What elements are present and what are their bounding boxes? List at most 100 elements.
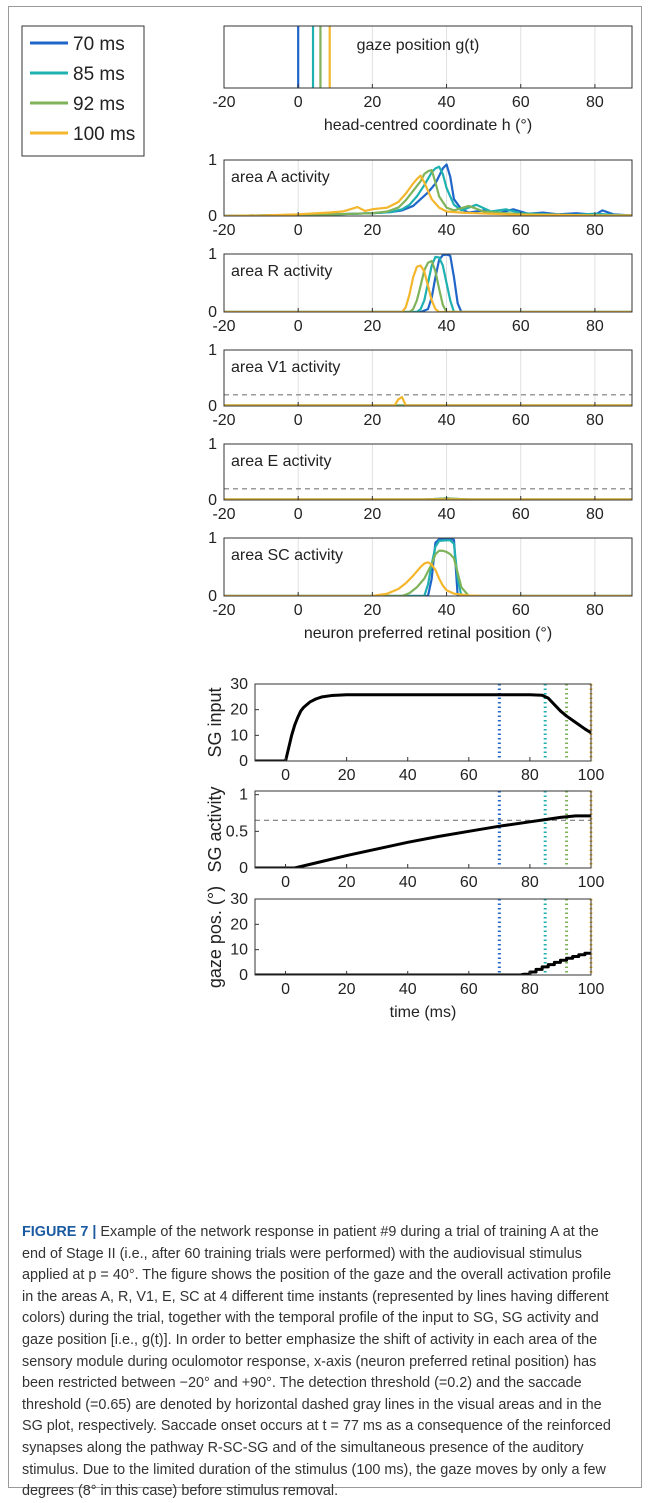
plot-area xyxy=(224,26,632,88)
series-line xyxy=(255,814,591,868)
legend-label: 92 ms xyxy=(73,94,125,115)
y-tick-label: 0 xyxy=(239,860,248,877)
x-tick-label: 80 xyxy=(521,874,539,891)
y-tick-label: 0 xyxy=(208,588,217,605)
panel-gaze: -20 0 20 40 60 80 gaze position g(t) head-centr… xyxy=(212,25,633,134)
x-tick-label: 0 xyxy=(294,506,303,523)
x-tick-label: 40 xyxy=(438,222,456,239)
y-tick-label: 0 xyxy=(208,208,217,225)
axes-frame xyxy=(223,349,633,407)
x-tick-label: 20 xyxy=(363,412,381,429)
legend-label: 100 ms xyxy=(73,124,135,145)
axes-frame xyxy=(254,898,592,976)
x-tick-label: 40 xyxy=(399,981,417,998)
y-tick-label: 10 xyxy=(230,727,248,744)
x-tick-label: 80 xyxy=(521,981,539,998)
axes-frame xyxy=(254,683,592,762)
panel-title: area E activity xyxy=(231,453,331,470)
x-tick-label: 20 xyxy=(363,222,381,239)
panel-gazePos: 0 20 40 60 80 100 0 10 20 30 time (ms) gaze pos. (°… xyxy=(205,886,604,1021)
y-tick-label: 0 xyxy=(208,398,217,415)
x-tick-label: 80 xyxy=(521,767,539,784)
x-tick-label: 20 xyxy=(338,874,356,891)
axes-frame xyxy=(223,253,633,313)
x-tick-label: -20 xyxy=(212,506,235,523)
y-tick-label: 0 xyxy=(208,492,217,509)
x-tick-label: 20 xyxy=(338,767,356,784)
x-axis-label: time (ms) xyxy=(390,1004,457,1021)
axes-frame xyxy=(223,159,633,217)
x-tick-label: -20 xyxy=(212,318,235,335)
x-tick-label: -20 xyxy=(212,412,235,429)
plot-area xyxy=(224,350,632,406)
y-tick-label: 1 xyxy=(239,787,248,804)
panel-title: gaze position g(t) xyxy=(357,37,480,54)
y-tick-label: 1 xyxy=(208,436,217,453)
x-tick-label: 0 xyxy=(281,874,290,891)
x-tick-label: 60 xyxy=(460,767,478,784)
y-tick-label: 1 xyxy=(208,342,217,359)
plot-area xyxy=(224,444,632,500)
x-tick-label: 40 xyxy=(438,506,456,523)
x-tick-label: -20 xyxy=(212,222,235,239)
legend: 70 ms 85 ms 92 ms 100 ms xyxy=(21,25,145,157)
series-line xyxy=(224,549,632,596)
y-tick-label: 0 xyxy=(239,753,248,770)
x-tick-label: 20 xyxy=(363,506,381,523)
x-tick-label: 0 xyxy=(294,222,303,239)
x-tick-label: 60 xyxy=(512,94,530,111)
x-tick-label: 100 xyxy=(578,874,605,891)
x-tick-label: 80 xyxy=(586,506,604,523)
x-tick-label: 60 xyxy=(512,318,530,335)
y-tick-label: 1 xyxy=(208,530,217,547)
y-tick-label: 10 xyxy=(230,942,248,959)
axes-frame xyxy=(254,790,592,869)
x-tick-label: -20 xyxy=(212,602,235,619)
series-line xyxy=(224,259,632,312)
x-tick-label: 80 xyxy=(586,602,604,619)
x-tick-label: 40 xyxy=(438,318,456,335)
y-tick-label: 0.5 xyxy=(226,823,248,840)
x-tick-label: 100 xyxy=(578,981,605,998)
x-tick-label: 0 xyxy=(294,94,303,111)
legend-label: 85 ms xyxy=(73,64,125,85)
plot-area xyxy=(255,684,591,761)
x-tick-label: 0 xyxy=(294,602,303,619)
panel-sgInput: 0 20 40 60 80 100 0 10 20 30 SG input xyxy=(205,676,604,784)
panel-title: area V1 activity xyxy=(231,359,340,376)
series-line xyxy=(224,255,632,312)
x-tick-label: 20 xyxy=(363,94,381,111)
x-tick-label: 60 xyxy=(460,981,478,998)
x-tick-label: 40 xyxy=(438,94,456,111)
y-tick-label: 20 xyxy=(230,916,248,933)
series-line xyxy=(224,254,632,312)
x-tick-label: 60 xyxy=(512,412,530,429)
panel-title: area SC activity xyxy=(231,547,343,564)
y-tick-label: 1 xyxy=(208,152,217,169)
x-tick-label: 20 xyxy=(363,602,381,619)
axes-frame xyxy=(223,443,633,501)
x-tick-label: 40 xyxy=(438,412,456,429)
x-tick-label: 0 xyxy=(294,318,303,335)
x-tick-label: 80 xyxy=(586,222,604,239)
x-tick-label: 60 xyxy=(512,602,530,619)
series-line xyxy=(224,395,632,406)
x-tick-label: 80 xyxy=(586,94,604,111)
series-line xyxy=(224,174,632,216)
series-line xyxy=(255,693,591,761)
plot-area xyxy=(255,899,591,975)
x-tick-label: 100 xyxy=(578,767,605,784)
x-axis-label: head-centred coordinate h (°) xyxy=(324,117,532,134)
y-tick-label: 0 xyxy=(239,967,248,984)
x-tick-label: 0 xyxy=(281,767,290,784)
axes-frame xyxy=(223,537,633,597)
figure-caption: FIGURE 7 | Example of the network respon… xyxy=(22,1222,626,1503)
y-axis-label: gaze pos. (°) xyxy=(205,886,225,988)
axes-frame xyxy=(223,25,633,89)
x-tick-label: 20 xyxy=(338,981,356,998)
